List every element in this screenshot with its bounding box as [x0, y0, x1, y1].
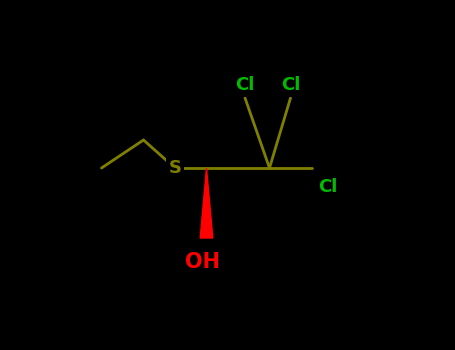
Text: OH: OH — [186, 252, 221, 272]
Text: Cl: Cl — [318, 178, 338, 196]
Text: S: S — [168, 159, 182, 177]
Text: Cl: Cl — [235, 77, 255, 95]
Polygon shape — [200, 168, 213, 238]
Text: Cl: Cl — [281, 77, 300, 95]
